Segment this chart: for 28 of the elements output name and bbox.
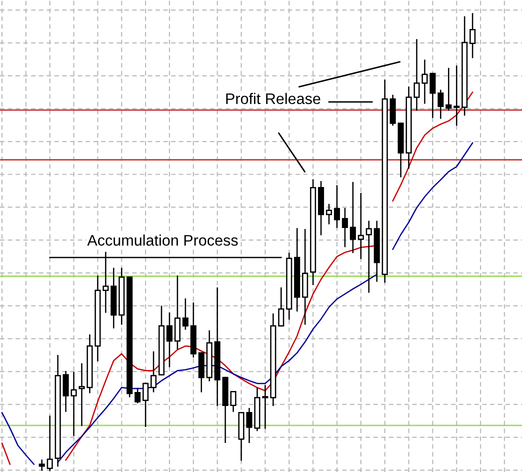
candlestick xyxy=(334,185,340,228)
candlestick xyxy=(46,416,53,471)
candlestick xyxy=(134,388,141,404)
candlestick xyxy=(302,228,308,325)
candlestick xyxy=(62,370,69,412)
candlestick xyxy=(278,287,284,327)
candlestick xyxy=(182,298,188,330)
candlestick xyxy=(70,372,77,436)
candlestick xyxy=(366,220,372,293)
candlestick xyxy=(342,208,348,248)
candlestick xyxy=(262,385,268,429)
candlestick xyxy=(38,460,45,471)
candlestick xyxy=(150,351,157,392)
candlestick xyxy=(142,382,149,427)
candlestick xyxy=(358,192,364,259)
candlestick xyxy=(326,204,332,224)
candlestick xyxy=(174,276,180,350)
candlestick xyxy=(454,66,460,126)
candlestick xyxy=(438,90,444,119)
candlestick xyxy=(446,68,452,111)
candlestick xyxy=(470,13,476,58)
candlestick xyxy=(422,60,428,104)
candlestick xyxy=(230,391,236,412)
candlestick xyxy=(350,182,356,254)
candlestick xyxy=(166,312,172,368)
annotation: Accumulation Process xyxy=(87,234,238,246)
candlestick xyxy=(430,72,436,118)
annotation: Profit Release xyxy=(226,92,320,104)
